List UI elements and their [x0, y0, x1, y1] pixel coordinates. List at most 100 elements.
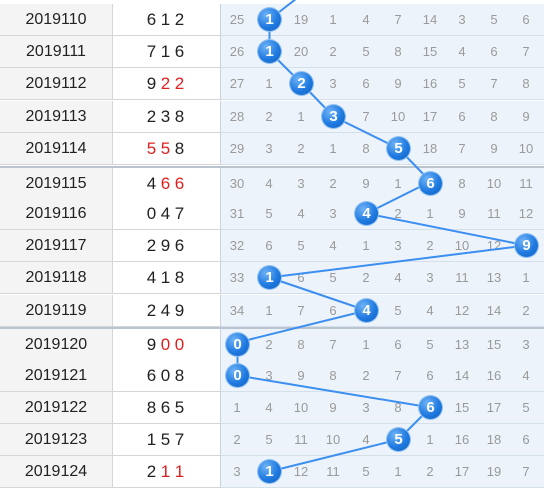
miss-count: 3 — [329, 76, 337, 91]
miss-count: 4 — [265, 400, 273, 415]
draw-digit: 0 — [174, 335, 187, 354]
ball-label: 0 — [226, 364, 249, 387]
draw-digit: 3 — [160, 107, 173, 126]
miss-count: 11 — [294, 432, 308, 447]
miss-count: 10 — [293, 400, 309, 415]
hit-ball: 4 — [350, 295, 382, 326]
miss-count: 2 — [426, 238, 434, 253]
miss-count: 2 — [233, 432, 241, 447]
period-cell: 2019111 — [0, 36, 113, 68]
miss-count: 9 — [297, 368, 305, 383]
miss-count: 2 — [362, 270, 370, 285]
draw-digit: 6 — [160, 398, 173, 417]
miss-count: 20 — [293, 44, 309, 59]
miss-count: 27 — [229, 76, 245, 91]
table-row: 2019119 2 4 9 34 1 7 6 4 5 4 12 14 2 — [0, 295, 544, 327]
miss-count: 2 — [297, 141, 305, 156]
miss-count: 1 — [265, 76, 273, 91]
miss-count: 10 — [486, 176, 502, 191]
ball-label: 2 — [290, 72, 313, 95]
miss-count: 13 — [454, 337, 470, 352]
miss-count: 9 — [329, 400, 337, 415]
table-row: 2019111 7 1 6 26 1 20 2 5 8 15 4 6 7 — [0, 36, 544, 68]
miss-count: 8 — [362, 141, 370, 156]
miss-count: 4 — [458, 44, 466, 59]
ball-label: 4 — [355, 202, 378, 225]
miss-count: 2 — [394, 206, 402, 221]
hit-ball: 0 — [221, 360, 253, 391]
miss-count: 2 — [329, 44, 337, 59]
miss-count: 5 — [490, 12, 498, 27]
miss-count: 9 — [522, 109, 530, 124]
hit-ball: 0 — [221, 329, 253, 360]
draw-digit: 9 — [146, 335, 159, 354]
miss-count: 2 — [329, 176, 337, 191]
miss-count: 14 — [454, 368, 470, 383]
miss-count: 1 — [233, 400, 241, 415]
draw-digit: 1 — [160, 10, 173, 29]
hit-ball: 4 — [350, 198, 382, 229]
period-cell: 2019112 — [0, 68, 113, 100]
miss-count: 10 — [454, 238, 470, 253]
miss-count: 28 — [229, 109, 245, 124]
miss-count: 12 — [454, 303, 470, 318]
miss-count: 10 — [390, 109, 406, 124]
table-row: 2019122 8 6 5 1 4 10 9 3 8 6 15 17 5 — [0, 392, 544, 424]
draw-digit: 5 — [160, 430, 173, 449]
draw-digit: 8 — [174, 268, 187, 287]
table-row: 2019117 2 9 6 32 6 5 4 1 3 2 10 12 9 — [0, 230, 544, 262]
miss-count: 3 — [394, 238, 402, 253]
draw-digit: 9 — [174, 301, 187, 320]
period-cell: 2019119 — [0, 295, 113, 327]
draw-digit: 7 — [146, 42, 159, 61]
period-cell: 2019115 — [0, 168, 113, 200]
table-row: 2019120 9 0 0 0 2 8 7 1 6 5 13 15 3 — [0, 327, 544, 361]
draw-digit: 6 — [174, 236, 187, 255]
miss-count: 7 — [394, 368, 402, 383]
draw-digit: 7 — [174, 204, 187, 223]
draw-digit: 1 — [160, 268, 173, 287]
miss-count: 15 — [486, 337, 502, 352]
miss-count: 8 — [490, 109, 498, 124]
miss-count: 4 — [265, 176, 273, 191]
draw-digit: 2 — [160, 74, 173, 93]
draw-digit: 5 — [174, 398, 187, 417]
miss-count: 1 — [394, 464, 402, 479]
draw-digit: 8 — [146, 398, 159, 417]
miss-count: 7 — [522, 44, 530, 59]
miss-count: 6 — [490, 44, 498, 59]
table-row: 2019114 5 5 8 29 3 2 1 8 5 18 7 9 10 — [0, 133, 544, 165]
miss-count: 5 — [394, 303, 402, 318]
miss-count: 3 — [458, 12, 466, 27]
miss-count: 1 — [329, 12, 337, 27]
table-row: 2019121 6 0 8 0 3 9 8 2 7 6 14 16 4 — [0, 360, 544, 392]
miss-count: 9 — [362, 176, 370, 191]
draw-digit: 8 — [174, 366, 187, 385]
draw-digit: 8 — [174, 107, 187, 126]
miss-count: 17 — [486, 400, 502, 415]
ball-label: 5 — [387, 428, 410, 451]
miss-count: 11 — [455, 270, 469, 285]
table-row: 2019115 4 6 6 30 4 3 2 9 1 6 8 10 11 — [0, 166, 544, 200]
miss-count: 9 — [458, 206, 466, 221]
miss-count: 6 — [458, 109, 466, 124]
miss-count: 3 — [362, 400, 370, 415]
miss-count: 25 — [229, 12, 245, 27]
miss-count: 6 — [265, 238, 273, 253]
miss-count: 4 — [362, 12, 370, 27]
miss-count: 31 — [229, 206, 245, 221]
miss-count: 1 — [297, 109, 305, 124]
hit-ball: 2 — [285, 68, 317, 99]
miss-count: 7 — [522, 464, 530, 479]
miss-count: 5 — [265, 432, 273, 447]
miss-count: 19 — [486, 464, 502, 479]
period-cell: 2019116 — [0, 198, 113, 230]
draw-digit: 5 — [146, 139, 159, 158]
period-cell: 2019113 — [0, 101, 113, 133]
miss-count: 30 — [229, 176, 245, 191]
period-cell: 2019114 — [0, 133, 113, 165]
miss-count: 34 — [229, 303, 245, 318]
miss-count: 4 — [394, 270, 402, 285]
